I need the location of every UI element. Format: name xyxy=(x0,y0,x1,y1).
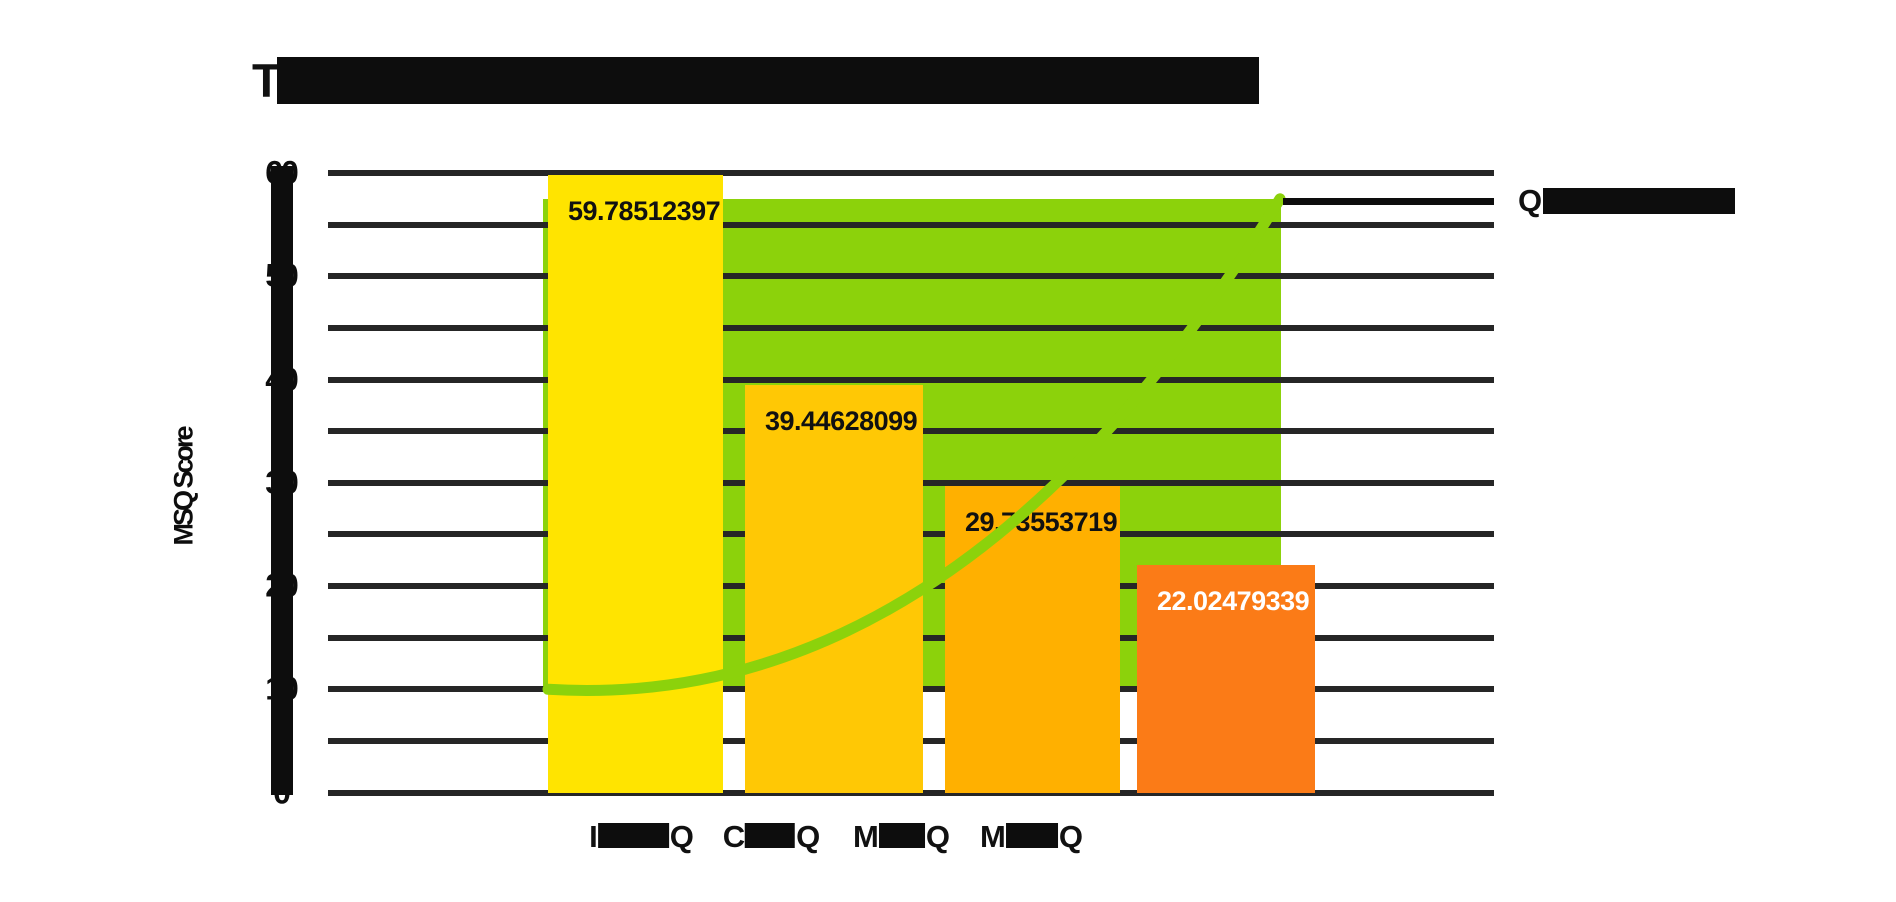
x-label-visible-lead: M xyxy=(853,819,879,854)
legend-visible-letter: Q xyxy=(1518,183,1542,218)
x-label-visible-lead: C xyxy=(722,819,745,854)
x-label-visible-lead: I xyxy=(589,819,598,854)
x-label-redacted-box xyxy=(1005,823,1058,848)
gridline-40 xyxy=(328,376,1494,383)
y-axis-label: MSQ Score xyxy=(168,428,199,546)
legend-redacted-box xyxy=(1543,188,1736,214)
x-label-visible-tail: Q xyxy=(1058,819,1083,854)
gridline-45 xyxy=(328,324,1494,331)
legend-entry: Q xyxy=(1518,183,1736,219)
bar-value-label-1: 59.78512397 xyxy=(568,196,721,227)
bar-value-label-4: 22.02479339 xyxy=(1157,586,1310,617)
chart-title: T xyxy=(252,57,1259,104)
bar-1 xyxy=(548,175,723,794)
chart-title-visible-letter: T xyxy=(252,54,281,107)
gridline-60 xyxy=(328,170,1494,176)
bar-2 xyxy=(745,385,923,794)
gridline-55 xyxy=(328,221,1494,228)
x-label-visible-tail: Q xyxy=(925,819,950,854)
x-label-visible-lead: M xyxy=(980,819,1006,854)
bar-value-label-3: 29.73553719 xyxy=(965,506,1118,537)
legend-leader-line xyxy=(1283,198,1494,205)
x-label-redacted-box xyxy=(878,823,925,848)
bar-value-label-2: 39.44628099 xyxy=(765,406,918,437)
gridline-50 xyxy=(328,273,1494,280)
chart-title-redacted-box xyxy=(276,57,1259,104)
y-axis-line xyxy=(271,166,293,795)
x-label-visible-tail: Q xyxy=(796,819,820,854)
x-label-redacted-box xyxy=(745,823,796,848)
x-label-visible-tail: Q xyxy=(669,819,694,854)
x-label-redacted-box xyxy=(597,823,669,848)
